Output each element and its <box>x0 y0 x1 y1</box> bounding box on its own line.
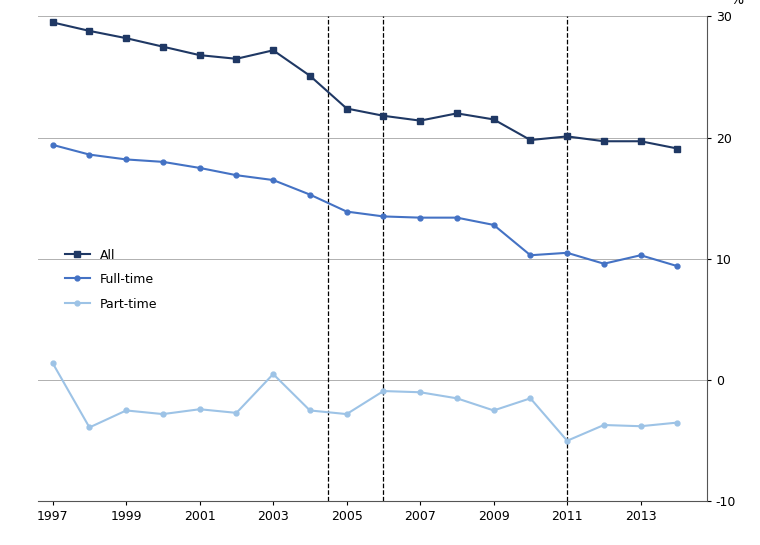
Legend: All, Full-time, Part-time: All, Full-time, Part-time <box>65 249 157 311</box>
Text: %: % <box>730 0 743 7</box>
